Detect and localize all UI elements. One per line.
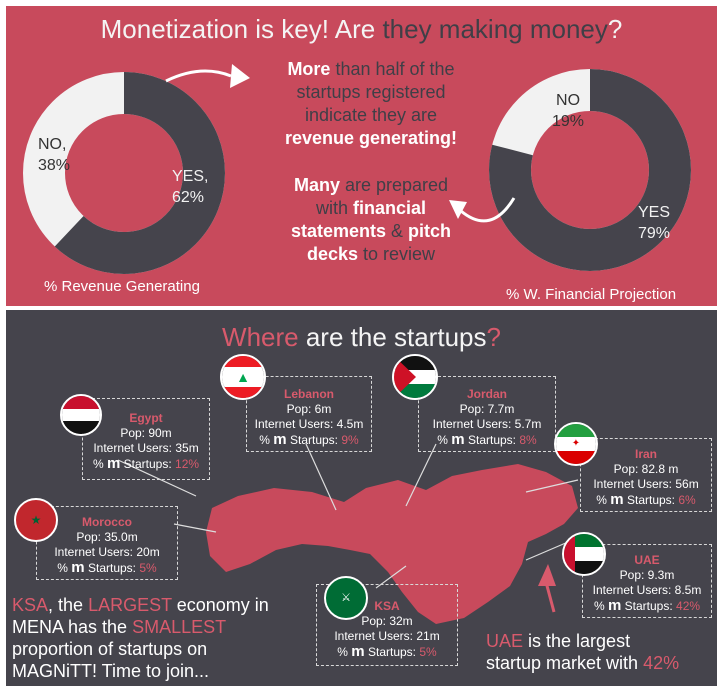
flag-ksa-icon: ⚔: [324, 576, 368, 620]
magnitt-logo-icon: m: [610, 491, 624, 508]
country-box-jordan: Jordan Pop: 7.7m Internet Users: 5.7m % …: [418, 376, 556, 452]
country-name: Egypt: [129, 411, 163, 425]
magnitt-logo-icon: m: [273, 431, 287, 448]
magnitt-logo-icon: m: [451, 431, 465, 448]
map-shape: [206, 464, 578, 624]
arrow-curve-top: [165, 69, 232, 83]
arrow-head-icon: [230, 64, 250, 88]
uae-note: UAE is the largest startup market with 4…: [486, 631, 680, 673]
monetization-panel: Monetization is key! Are they making mon…: [6, 6, 717, 306]
right-yes-label: YES 79%: [638, 204, 671, 242]
leader-line: [117, 459, 197, 497]
flag-jordan-icon: [392, 354, 438, 400]
title-highlight: they making money: [382, 14, 608, 44]
left-donut-yes: [23, 72, 225, 274]
arrow-head-icon: [449, 200, 467, 219]
uae-arrow: [544, 581, 556, 613]
magnitt-logo-icon: m: [71, 559, 85, 576]
left-donut-caption: % Revenue Generating: [44, 278, 200, 295]
ksa-note: KSA, the LARGEST economy in MENA has the…: [12, 595, 269, 681]
leader-line: [525, 479, 579, 493]
magnitt-logo-icon: m: [106, 455, 121, 472]
arrow-curve-bottom: [460, 197, 516, 223]
startups-title: Where are the startups?: [222, 322, 501, 352]
right-donut-caption: % W. Financial Projection: [506, 286, 677, 303]
country-box-morocco: Morocco Pop: 35.0m Internet Users: 20m %…: [36, 506, 178, 580]
leader-line: [305, 443, 337, 511]
leader-line: [405, 443, 437, 507]
title-part: ?: [607, 14, 623, 44]
left-no-label: NO, 38%: [38, 136, 71, 174]
flag-uae-icon: [562, 532, 606, 576]
country-pct: 12%: [175, 457, 200, 471]
magnitt-logo-icon: m: [351, 643, 365, 660]
monetization-title: Monetization is key! Are they making mon…: [6, 14, 717, 45]
right-no-label: NO 19%: [552, 92, 585, 130]
country-box-lebanon: Lebanon Pop: 6m Internet Users: 4.5m % m…: [246, 376, 372, 452]
revenue-statement: More than half of the startups registere…: [284, 59, 458, 148]
country-internet: Internet Users: 35m: [93, 441, 199, 455]
right-donut-yes: [489, 69, 691, 271]
arrow-up-icon: [538, 564, 556, 586]
title-part: Monetization is key! Are: [100, 14, 383, 44]
flag-lebanon-icon: ▲: [220, 354, 266, 400]
donut-charts: [23, 64, 691, 274]
flag-morocco-icon: ★: [14, 498, 58, 542]
left-yes-label: YES, 62%: [172, 168, 209, 206]
startups-panel: Where are the startups? Egypt Pop: 90m I…: [6, 310, 717, 686]
flag-egypt-icon: [60, 394, 102, 436]
country-box-egypt: Egypt Pop: 90m Internet Users: 35m % m S…: [82, 398, 210, 480]
financial-statement: Many are prepared with financial stateme…: [290, 175, 452, 264]
country-box-ksa: KSA Pop: 32m Internet Users: 21m % m Sta…: [316, 584, 458, 666]
flag-iran-icon: ✦: [554, 422, 598, 466]
magnitt-logo-icon: m: [607, 597, 622, 614]
country-pop: Pop: 90m: [120, 426, 172, 440]
country-box-iran: Iran Pop: 82.8 m Internet Users: 56m % m…: [580, 438, 712, 512]
leader-line: [173, 523, 217, 533]
country-box-uae: UAE Pop: 9.3m Internet Users: 8.5m % m S…: [582, 544, 712, 618]
mena-map: [117, 443, 583, 624]
